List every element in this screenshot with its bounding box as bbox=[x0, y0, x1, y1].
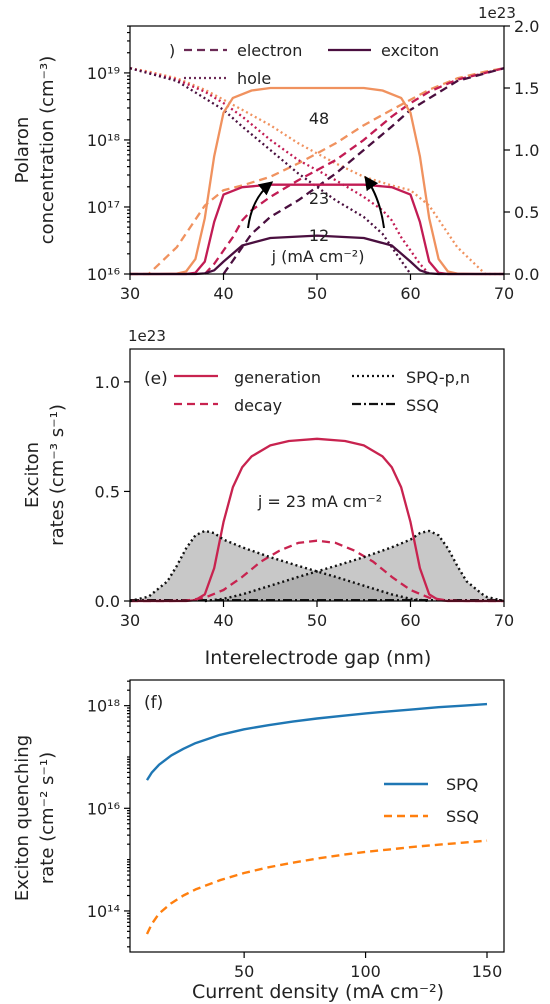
label-12: 12 bbox=[309, 226, 329, 245]
panel-e-ytick-label: 1.0 bbox=[95, 373, 120, 392]
panel-e-xlabel: Interelectrode gap (nm) bbox=[205, 647, 432, 669]
panel-d-right-offset: 1e23 bbox=[478, 4, 516, 22]
arrow-right bbox=[364, 175, 385, 229]
panel-f-ytick-label: 10¹⁴ bbox=[87, 902, 120, 921]
panel-d-right-tick-label: 2.0 bbox=[514, 17, 539, 36]
panel-f-xtick-label: 100 bbox=[350, 962, 381, 981]
panel-d: 48 23 12 j (mA cm⁻²) ) electron exciton … bbox=[12, 4, 539, 303]
rate-curve-decay bbox=[130, 539, 504, 603]
panel-d-ylabel-line2: concentration (cm⁻³) bbox=[37, 56, 58, 245]
panel-f-xtick-label: 50 bbox=[234, 962, 254, 981]
polaron-curve-c23-dashed bbox=[203, 67, 505, 275]
legend-spq-label: SPQ-p,n bbox=[406, 368, 470, 387]
panel-e-ytick-label: 0.5 bbox=[95, 482, 120, 501]
legend-decay-label: decay bbox=[234, 396, 282, 415]
rate-curve-generation bbox=[130, 437, 504, 603]
panel-d-xtick-label: 50 bbox=[307, 284, 327, 303]
panel-d-axes: 30 40 50 60 70 10¹⁶ 10¹⁷ 10¹⁸ 10¹⁹ 0.0 0.5 1.0 1.5 2.… bbox=[87, 17, 540, 303]
label-23: 23 bbox=[309, 189, 329, 208]
panel-e-offset: 1e23 bbox=[128, 327, 166, 345]
legend-partial: ) bbox=[169, 41, 175, 60]
legend-f-spq-label: SPQ bbox=[446, 775, 478, 794]
panel-e-xtick-label: 70 bbox=[494, 611, 514, 630]
panel-f-label: (f) bbox=[144, 693, 163, 713]
panel-e-legend: (e) generation decay SPQ-p,n SSQ bbox=[144, 368, 470, 415]
polaron-curve-c23-solid bbox=[130, 183, 504, 276]
panel-d-ytick-label: 10¹⁷ bbox=[87, 198, 120, 217]
panel-e-ylabel-line1: Exciton bbox=[22, 442, 43, 508]
panel-d-legend: ) electron exciton hole bbox=[169, 41, 439, 88]
panel-d-series bbox=[129, 67, 505, 276]
panel-e-xtick-label: 50 bbox=[307, 611, 327, 630]
panel-e: j = 23 mA cm⁻² (e) generation decay SPQ-… bbox=[22, 327, 514, 669]
panel-d-right-tick-label: 1.5 bbox=[514, 79, 539, 98]
panel-f-ytick-label: 10¹⁸ bbox=[87, 697, 120, 716]
panel-f-axes: 50 100 150 10¹⁴ 10¹⁶ 10¹⁸ bbox=[87, 680, 503, 981]
panel-e-axes: 30 40 50 60 70 0.0 0.5 1.0 bbox=[95, 373, 515, 630]
panel-e-xtick-label: 30 bbox=[120, 611, 140, 630]
panel-f-ylabel-line2: rate (cm⁻² s⁻¹) bbox=[37, 752, 58, 884]
legend-electron-label: electron bbox=[237, 41, 302, 60]
legend-ssq-label: SSQ bbox=[406, 396, 439, 415]
panel-d-xtick-label: 30 bbox=[120, 284, 140, 303]
rate-curve-SPQ-p bbox=[129, 529, 430, 603]
panel-e-series bbox=[129, 437, 505, 603]
polaron-curve-c12-solid bbox=[130, 234, 504, 276]
polaron-curve-c48-solid bbox=[130, 86, 504, 276]
panel-d-right-tick-label: 0.0 bbox=[514, 265, 539, 284]
arrow-left bbox=[247, 181, 274, 229]
polaron-curve-c23-dotted bbox=[129, 67, 431, 275]
panel-e-annotation: j = 23 mA cm⁻² bbox=[257, 492, 382, 511]
panel-e-xtick-label: 40 bbox=[213, 611, 233, 630]
panel-d-right-tick-label: 0.5 bbox=[514, 203, 539, 222]
label-j-units: j (mA cm⁻²) bbox=[271, 247, 365, 266]
panel-d-right-tick-label: 1.0 bbox=[514, 141, 539, 160]
rate-curve-SPQ-n bbox=[204, 529, 505, 603]
panel-d-xtick-label: 40 bbox=[213, 284, 233, 303]
panel-d-xtick-label: 60 bbox=[400, 284, 420, 303]
legend-f-ssq-label: SSQ bbox=[446, 807, 479, 826]
quenching-curve-SSQ bbox=[145, 839, 488, 935]
legend-generation-label: generation bbox=[234, 368, 321, 387]
legend-exciton-label: exciton bbox=[381, 41, 439, 60]
label-48: 48 bbox=[309, 109, 329, 128]
panel-d-ylabel-line1: Polaron bbox=[12, 117, 33, 184]
panel-f-ytick-label: 10¹⁶ bbox=[87, 799, 120, 818]
panel-d-ytick-label: 10¹⁶ bbox=[87, 265, 120, 284]
panel-d-ytick-label: 10¹⁹ bbox=[87, 64, 120, 83]
legend-hole-label: hole bbox=[237, 69, 271, 88]
quenching-curve-SPQ bbox=[145, 702, 488, 781]
panel-d-ytick-label: 10¹⁸ bbox=[87, 131, 120, 150]
panel-d-xtick-label: 70 bbox=[494, 284, 514, 303]
panel-e-label: (e) bbox=[144, 369, 168, 389]
panel-f-xlabel: Current density (mA cm⁻²) bbox=[192, 981, 444, 1003]
panel-f-legend: SPQ SSQ bbox=[384, 775, 479, 826]
panel-e-xtick-label: 60 bbox=[400, 611, 420, 630]
polaron-curve-c12-dotted bbox=[129, 67, 412, 275]
panel-e-ytick-label: 0.0 bbox=[95, 592, 120, 611]
polaron-curve-c12-dashed bbox=[222, 67, 505, 275]
panel-f: (f) SPQ SSQ 50 100 150 10¹⁴ 10¹⁶ 10¹⁸ Current… bbox=[12, 679, 505, 1003]
panel-e-ylabel-line2: rates (cm⁻³ s⁻¹) bbox=[47, 404, 68, 546]
panel-f-series bbox=[145, 702, 488, 935]
panel-f-ylabel-line1: Exciton quenching bbox=[12, 735, 33, 901]
panel-f-xtick-label: 150 bbox=[472, 962, 503, 981]
